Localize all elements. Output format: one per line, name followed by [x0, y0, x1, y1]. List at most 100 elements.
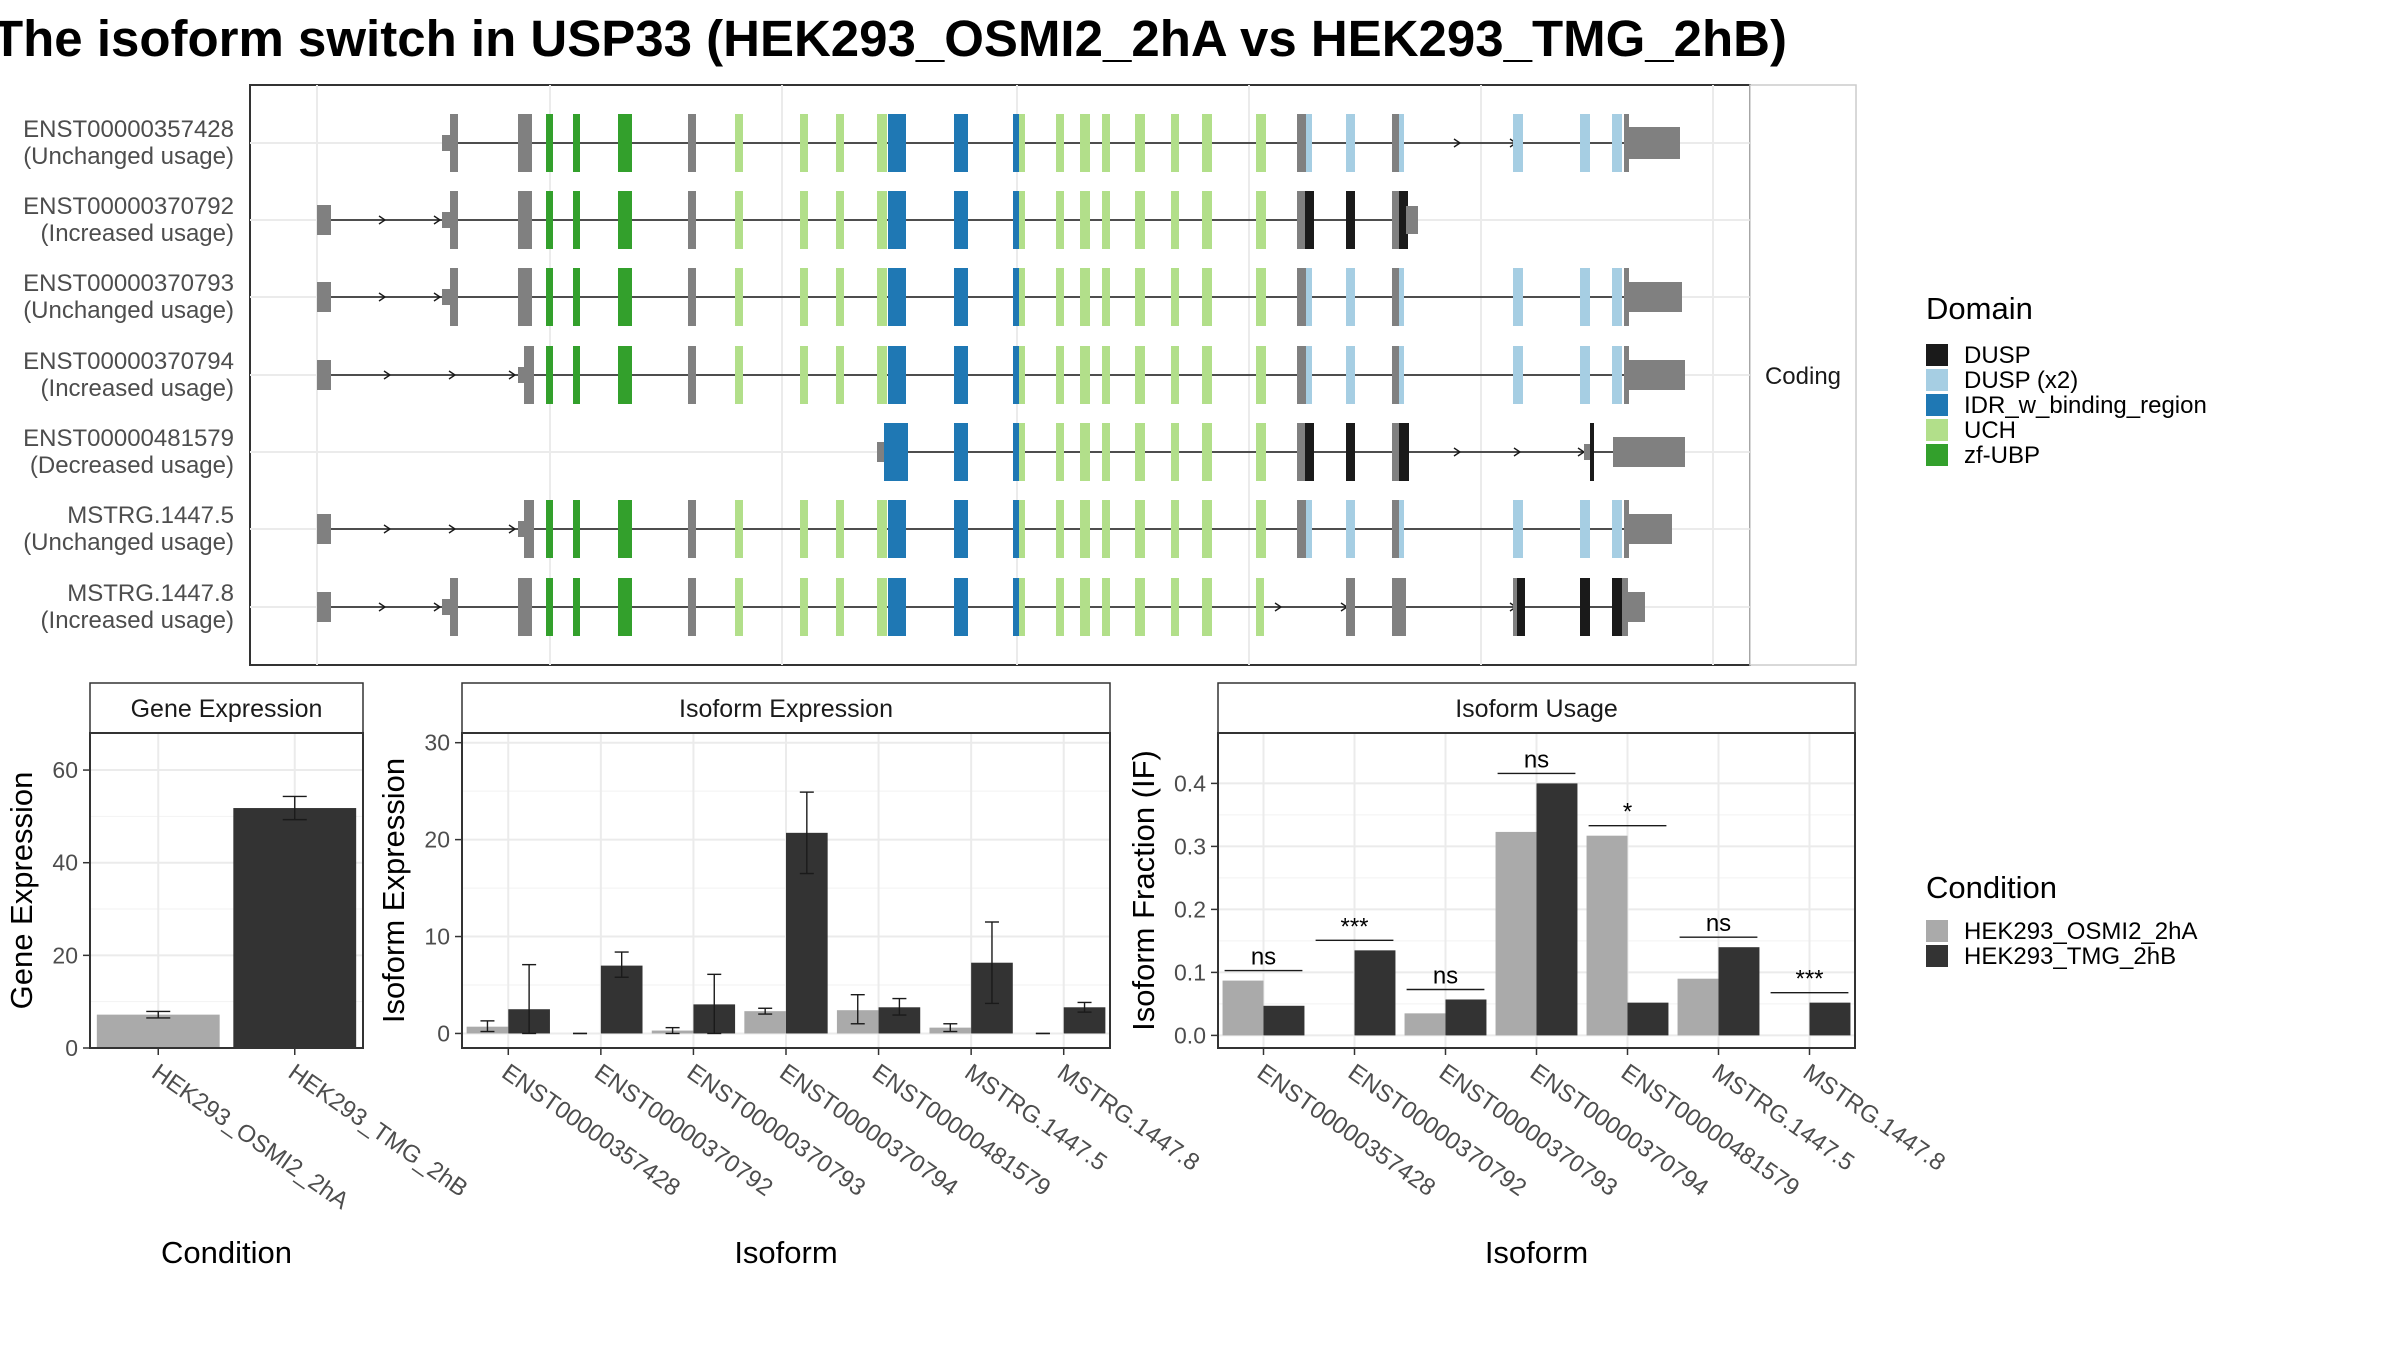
domain-segment [836, 114, 844, 172]
domain-segment [1306, 500, 1312, 558]
exon-segment [518, 578, 532, 636]
exon-segment [688, 114, 696, 172]
exon-segment [1297, 500, 1306, 558]
exon-segment [518, 191, 532, 249]
domain-segment [1306, 114, 1312, 172]
domain-segment [1056, 268, 1064, 326]
domain-segment [1580, 346, 1590, 404]
exon-segment [1392, 114, 1402, 172]
domain-segment [1346, 268, 1355, 326]
domain-segment [1171, 500, 1179, 558]
domain-segment [1513, 114, 1523, 172]
domain-segment [954, 268, 968, 326]
domain-segment [1019, 423, 1025, 481]
domain-segment [800, 500, 808, 558]
domain-segment [618, 578, 632, 636]
x-axis-title: Isoform [1485, 1235, 1588, 1270]
bar [1445, 999, 1487, 1036]
domain-segment [1517, 578, 1525, 636]
domain-segment [888, 268, 906, 326]
domain-segment [1513, 268, 1523, 326]
domain-segment [1346, 500, 1355, 558]
domain-segment [836, 268, 844, 326]
domain-segment [573, 346, 580, 404]
domain-segment [1399, 114, 1404, 172]
exon-segment [518, 268, 532, 326]
domain-segment [836, 578, 844, 636]
domain-segment [1102, 423, 1110, 481]
domain-segment [1171, 114, 1179, 172]
significance-label: ns [1251, 944, 1276, 971]
domain-segment [954, 423, 968, 481]
bar [1536, 783, 1578, 1036]
significance-label: ns [1524, 746, 1549, 773]
panel-title: Isoform Expression [679, 695, 893, 723]
domain-segment [1399, 500, 1404, 558]
domain-segment [1019, 114, 1025, 172]
transcript-usage-label: (Increased usage) [41, 220, 234, 247]
domain-segment [1256, 423, 1266, 481]
exon-segment [317, 282, 331, 312]
y-tick-label: 20 [424, 827, 450, 853]
exon-segment [1624, 127, 1680, 159]
domain-segment [618, 268, 632, 326]
exon-segment [1392, 346, 1402, 404]
exon-segment [1346, 578, 1355, 636]
bar [1404, 1013, 1446, 1036]
domain-segment [800, 268, 808, 326]
domain-segment [1513, 346, 1523, 404]
domain-segment [1399, 191, 1408, 249]
strand-arrow-icon [383, 370, 392, 380]
domain-segment [618, 346, 632, 404]
domain-segment [1202, 346, 1212, 404]
significance-label: * [1623, 799, 1632, 826]
domain-segment [836, 500, 844, 558]
exon-segment [518, 367, 528, 383]
domain-segment [1590, 423, 1594, 481]
exon-segment [524, 500, 534, 558]
domain-segment [1305, 423, 1314, 481]
domain-segment [1171, 423, 1179, 481]
domain-segment [618, 191, 632, 249]
domain-segment [1202, 500, 1212, 558]
domain-segment [954, 346, 968, 404]
domain-segment [735, 578, 743, 636]
domain-segment [546, 191, 553, 249]
y-tick-label: 10 [424, 924, 450, 950]
exon-segment [688, 191, 696, 249]
domain-segment [888, 191, 906, 249]
domain-segment [1013, 423, 1019, 481]
transcript-id-label: ENST00000357428 [23, 116, 234, 143]
y-tick-label: 30 [424, 730, 450, 756]
domain-segment [800, 578, 808, 636]
domain-legend-key [1926, 344, 1948, 366]
domain-segment [573, 578, 580, 636]
exon-segment [1624, 514, 1672, 544]
domain-segment [877, 191, 887, 249]
domain-segment [1135, 268, 1145, 326]
exon-segment [450, 268, 458, 326]
condition-legend-key [1926, 945, 1948, 967]
domain-segment [1056, 500, 1064, 558]
domain-segment [1306, 268, 1312, 326]
domain-segment [1056, 346, 1064, 404]
domain-segment [836, 191, 844, 249]
strand-arrow-icon [378, 602, 387, 612]
domain-segment [1612, 114, 1622, 172]
domain-segment [1346, 423, 1355, 481]
condition-legend-title: Condition [1926, 870, 2057, 905]
domain-segment [1171, 578, 1179, 636]
domain-segment [1080, 114, 1090, 172]
domain-segment [1019, 346, 1025, 404]
domain-segment [1056, 423, 1064, 481]
domain-segment [546, 578, 553, 636]
domain-segment [1171, 346, 1179, 404]
exon-segment [518, 114, 532, 172]
transcript-id-label: ENST00000370792 [23, 193, 234, 220]
domain-segment [1102, 500, 1110, 558]
domain-segment [735, 268, 743, 326]
domain-segment [954, 114, 968, 172]
strand-arrow-icon [508, 524, 517, 534]
transcript-id-label: ENST00000370793 [23, 270, 234, 297]
